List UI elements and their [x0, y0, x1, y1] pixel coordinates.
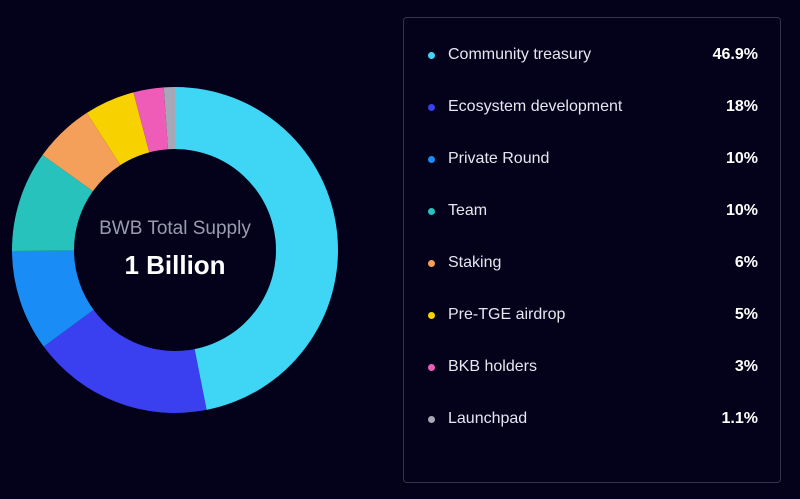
- legend-value: 3%: [734, 358, 758, 375]
- legend-dot-icon: [428, 104, 435, 111]
- donut-slice-team: [12, 155, 93, 252]
- legend-label: Team: [448, 202, 488, 219]
- legend-item-private-round: Private Round 10%: [404, 148, 780, 172]
- legend-value: 5%: [734, 306, 758, 323]
- donut-center-title: 1 Billion: [124, 250, 226, 280]
- donut-slice-community-treasury: [175, 87, 338, 410]
- legend-label: Launchpad: [448, 410, 528, 427]
- donut-chart: [12, 87, 338, 413]
- legend-value: 18%: [725, 98, 758, 115]
- legend-label: Staking: [448, 254, 502, 271]
- legend-value: 6%: [734, 254, 758, 271]
- donut-slice-pre-tge-airdrop: [86, 92, 150, 166]
- legend-label: BKB holders: [448, 358, 537, 375]
- legend-item-team: Team 10%: [404, 200, 780, 224]
- donut-slice-staking: [42, 112, 121, 192]
- donut-slice-ecosystem-development: [43, 309, 207, 413]
- legend-dot-icon: [428, 260, 435, 267]
- legend-value: 1.1%: [721, 410, 758, 427]
- legend-label: Ecosystem development: [448, 98, 623, 115]
- legend-value: 46.9%: [712, 46, 758, 63]
- legend-item-launchpad: Launchpad 1.1%: [404, 408, 780, 432]
- legend-value: 10%: [725, 202, 758, 219]
- legend-value: 10%: [725, 150, 758, 167]
- legend-item-staking: Staking 6%: [404, 252, 780, 276]
- legend-dot-icon: [428, 208, 435, 215]
- donut-slice-private-round: [12, 250, 94, 347]
- legend-item-pre-tge-airdrop: Pre-TGE airdrop 5%: [404, 304, 780, 328]
- legend-item-community-treasury: Community treasury 46.9%: [404, 44, 780, 68]
- legend-item-bkb-holders: BKB holders 3%: [404, 356, 780, 380]
- legend-dot-icon: [428, 364, 435, 371]
- legend-item-ecosystem-development: Ecosystem development 18%: [404, 96, 780, 120]
- donut-center-subtitle: BWB Total Supply: [99, 218, 251, 239]
- legend-dot-icon: [428, 52, 435, 59]
- legend-dot-icon: [428, 416, 435, 423]
- donut-slice-bkb-holders: [133, 87, 169, 153]
- legend-dot-icon: [428, 156, 435, 163]
- legend-label: Community treasury: [448, 46, 592, 63]
- legend-dot-icon: [428, 312, 435, 319]
- donut-slice-launchpad: [163, 87, 175, 150]
- legend-label: Pre-TGE airdrop: [448, 306, 566, 323]
- legend-label: Private Round: [448, 150, 550, 167]
- legend-panel: Community treasury 46.9% Ecosystem devel…: [403, 17, 781, 483]
